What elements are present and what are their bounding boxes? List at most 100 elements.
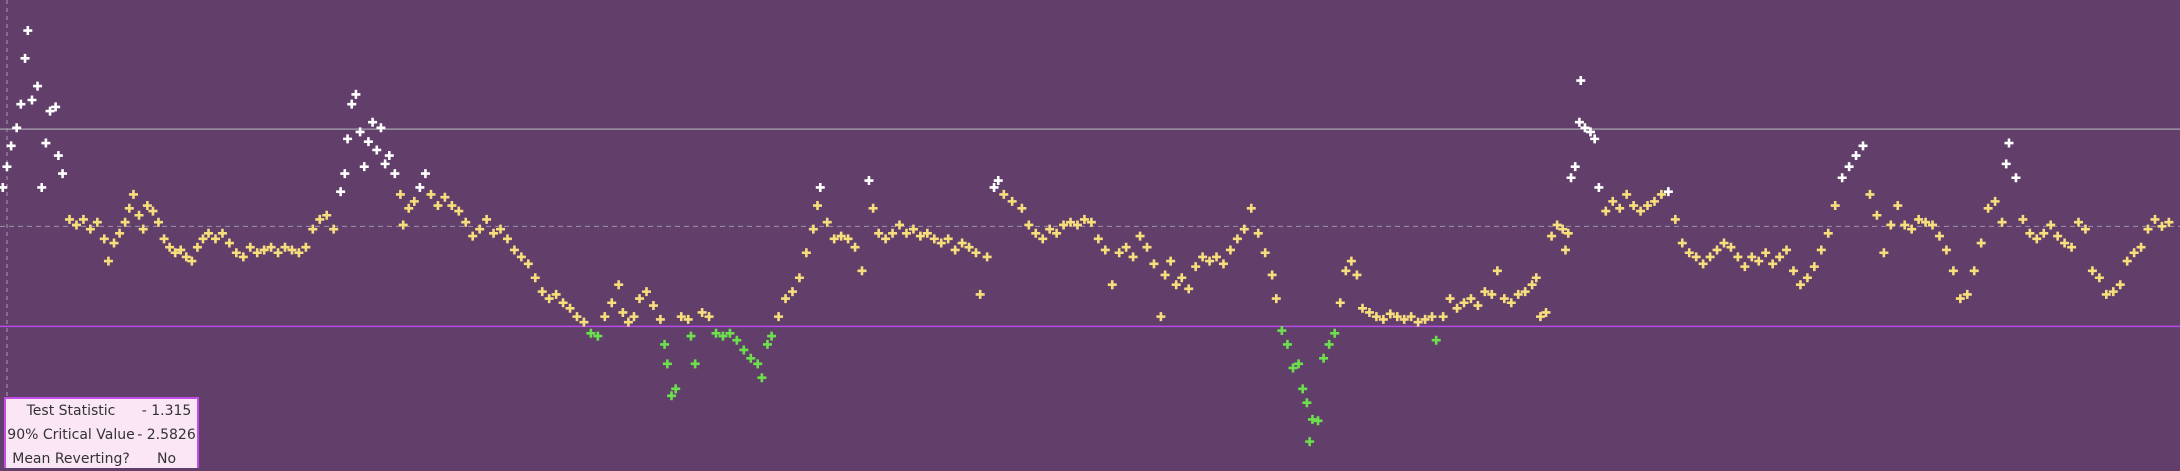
cross-marker	[915, 231, 925, 241]
cross-marker	[165, 242, 175, 252]
cross-marker	[404, 203, 414, 213]
cross-marker	[1921, 217, 1931, 227]
cross-marker	[454, 206, 464, 216]
cross-marker	[2094, 273, 2104, 283]
cross-marker	[1643, 201, 1653, 211]
table-row: Mean Reverting? No	[6, 447, 197, 471]
cross-marker	[1031, 228, 1041, 238]
cross-marker	[1580, 123, 1590, 133]
cross-marker	[1691, 252, 1701, 262]
cross-marker	[2067, 242, 2077, 252]
cross-marker	[245, 242, 255, 252]
cross-marker	[509, 245, 519, 255]
cross-marker	[850, 242, 860, 252]
cross-marker	[2157, 221, 2167, 231]
cross-marker	[2074, 217, 2084, 227]
cross-marker	[1218, 259, 1228, 269]
cross-marker	[138, 224, 148, 234]
cross-marker	[1371, 312, 1381, 322]
cross-marker	[1823, 228, 1833, 238]
cross-marker	[1142, 242, 1152, 252]
cross-marker	[1191, 262, 1201, 272]
cross-marker	[115, 228, 125, 238]
cross-marker	[128, 189, 138, 199]
cross-marker	[159, 234, 169, 244]
cross-marker	[347, 99, 357, 109]
cross-marker	[1246, 203, 1256, 213]
cross-marker	[2108, 287, 2118, 297]
cross-marker	[482, 214, 492, 224]
cross-marker	[836, 231, 846, 241]
cross-marker	[1535, 312, 1545, 322]
cross-marker	[489, 228, 499, 238]
cross-marker	[187, 256, 197, 266]
cross-marker	[502, 234, 512, 244]
cross-marker	[1705, 252, 1715, 262]
cross-marker	[686, 331, 696, 341]
cross-marker	[1649, 196, 1659, 206]
cross-marker	[134, 210, 144, 220]
cross-marker	[1726, 242, 1736, 252]
cross-marker	[37, 182, 47, 192]
cross-marker	[950, 245, 960, 255]
cross-marker	[103, 256, 113, 266]
cross-marker	[1558, 224, 1568, 234]
cross-marker	[558, 298, 568, 308]
cross-marker	[794, 273, 804, 283]
cross-marker	[2101, 289, 2111, 299]
cross-marker	[78, 214, 88, 224]
cross-marker	[1541, 307, 1551, 317]
cross-marker	[929, 234, 939, 244]
cross-marker	[1576, 76, 1586, 86]
cross-marker	[1570, 162, 1580, 172]
cross-marker	[2025, 228, 2035, 238]
cross-marker	[1121, 242, 1131, 252]
cross-marker	[516, 252, 526, 262]
cross-marker	[667, 391, 677, 401]
cross-marker	[33, 81, 43, 91]
cross-marker	[1052, 228, 1062, 238]
cross-marker	[363, 137, 373, 147]
table-value: - 2.5826	[137, 427, 196, 443]
cross-marker	[1886, 220, 1896, 230]
cross-marker	[1445, 294, 1455, 304]
cross-marker	[27, 95, 37, 105]
cross-marker	[922, 228, 932, 238]
cross-marker	[433, 201, 443, 211]
cross-marker	[176, 245, 186, 255]
cross-marker	[1837, 173, 1847, 183]
cross-marker	[618, 307, 628, 317]
cross-marker	[1719, 238, 1729, 248]
cross-marker	[1177, 273, 1187, 283]
cross-marker	[1809, 262, 1819, 272]
cross-marker	[1563, 228, 1573, 238]
table-value: No	[156, 451, 177, 467]
cross-marker	[23, 26, 33, 36]
cross-marker	[813, 201, 822, 211]
cross-marker	[1232, 234, 1242, 244]
cross-marker	[1045, 224, 1055, 234]
cross-marker	[1166, 256, 1176, 266]
table-key: Test Statistic	[26, 403, 116, 419]
cross-marker	[1656, 189, 1666, 199]
cross-marker	[829, 234, 839, 244]
cross-marker	[671, 384, 681, 394]
cross-marker	[1198, 252, 1208, 262]
cross-marker	[762, 339, 772, 349]
cross-marker	[322, 210, 332, 220]
cross-marker	[359, 162, 369, 172]
cross-marker	[1844, 162, 1854, 172]
cross-marker	[1086, 217, 1096, 227]
cross-marker	[120, 217, 130, 227]
cross-marker	[614, 280, 624, 290]
cross-marker	[957, 238, 967, 248]
cross-marker	[971, 248, 981, 258]
cross-marker	[153, 217, 163, 227]
cross-marker	[1684, 248, 1694, 258]
cross-marker	[1663, 187, 1673, 197]
cross-marker	[109, 238, 119, 248]
cross-marker	[1128, 252, 1138, 262]
cross-marker	[124, 203, 134, 213]
cross-marker	[1271, 294, 1281, 304]
cross-marker	[1740, 262, 1750, 272]
